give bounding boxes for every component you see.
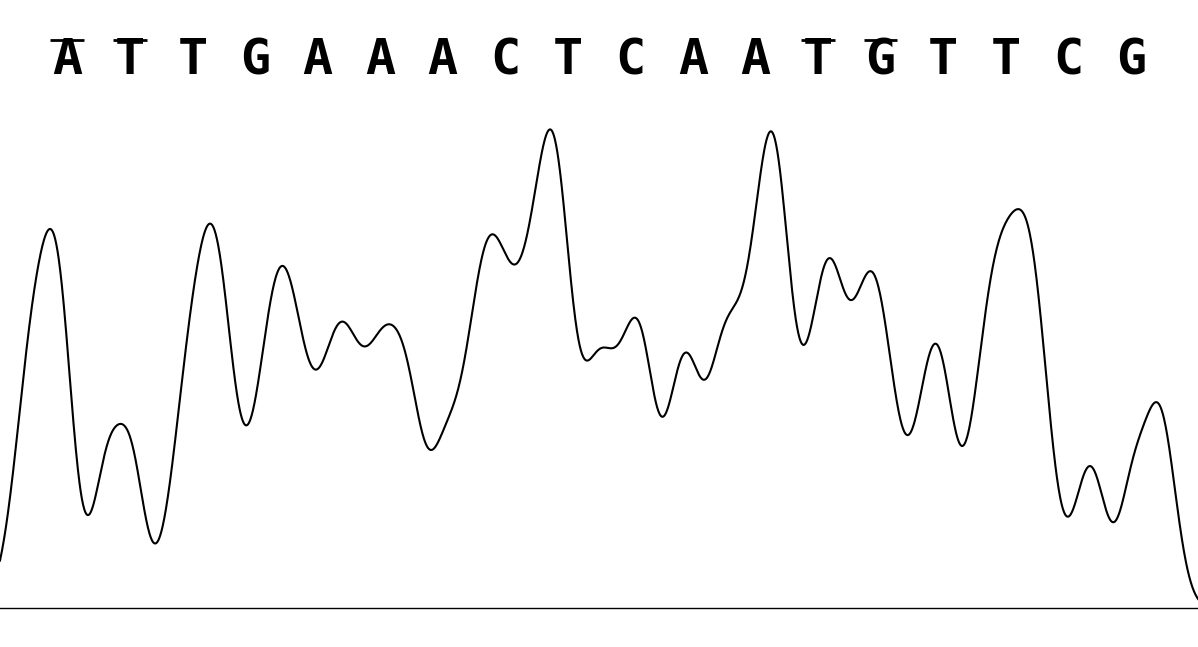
Text: G: G [865,36,896,84]
Text: A: A [53,36,83,84]
Text: G: G [240,36,270,84]
Text: G: G [1115,36,1145,84]
Text: T: T [552,36,582,84]
Text: A: A [365,36,395,84]
Text: C: C [1053,36,1083,84]
Text: T: T [928,36,958,84]
Text: T: T [803,36,833,84]
Text: C: C [490,36,520,84]
Text: A: A [302,36,333,84]
Text: C: C [616,36,646,84]
Text: T: T [177,36,207,84]
Text: A: A [678,36,708,84]
Text: T: T [115,36,145,84]
Text: A: A [428,36,458,84]
Text: A: A [740,36,770,84]
Text: T: T [991,36,1021,84]
